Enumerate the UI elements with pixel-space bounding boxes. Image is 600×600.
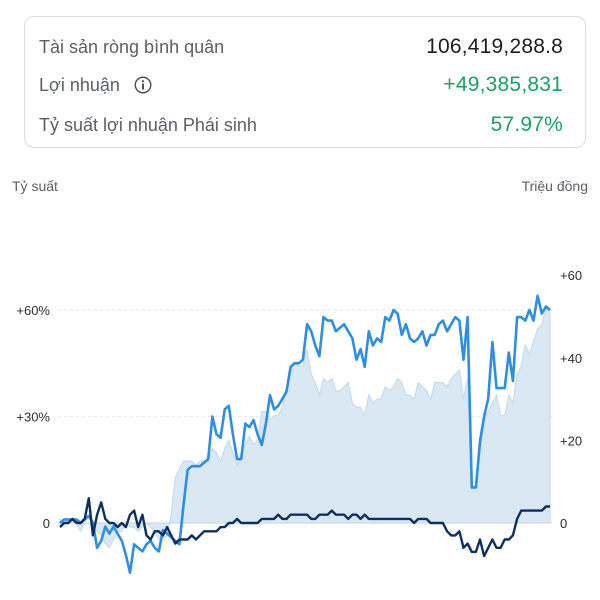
- right-tick-label: +60: [560, 268, 582, 283]
- right-tick-label: +20: [560, 433, 582, 448]
- left-tick-label: +30%: [16, 410, 50, 425]
- summary-card: Tài sản ròng bình quân 106,419,288.8 Lợi…: [24, 16, 586, 148]
- right-axis-title: Triệu đồng: [521, 178, 588, 194]
- series-line-0: [59, 294, 551, 574]
- profit-row: Lợi nhuận +49,385,831: [39, 69, 563, 101]
- profit-label: Lợi nhuận: [39, 74, 120, 95]
- info-icon[interactable]: [134, 76, 152, 94]
- derivative-return-label: Tỷ suất lợi nhuận Phái sinh: [39, 114, 257, 135]
- left-tick-label: 0: [43, 516, 50, 531]
- left-axis-title: Tỷ suất: [12, 178, 58, 194]
- derivative-return-row: Tỷ suất lợi nhuận Phái sinh 57.97%: [39, 109, 563, 141]
- left-tick-label: +60%: [16, 303, 50, 318]
- profit-value: +49,385,831: [443, 73, 563, 96]
- avg-net-asset-label: Tài sản ròng bình quân: [39, 36, 225, 57]
- avg-net-asset-value: 106,419,288.8: [426, 35, 563, 58]
- right-tick-label: +40: [560, 351, 582, 366]
- avg-net-asset-row: Tài sản ròng bình quân 106,419,288.8: [39, 31, 563, 63]
- derivative-return-value: 57.97%: [490, 113, 563, 136]
- right-tick-label: 0: [560, 516, 567, 531]
- series-line-2: [59, 497, 550, 558]
